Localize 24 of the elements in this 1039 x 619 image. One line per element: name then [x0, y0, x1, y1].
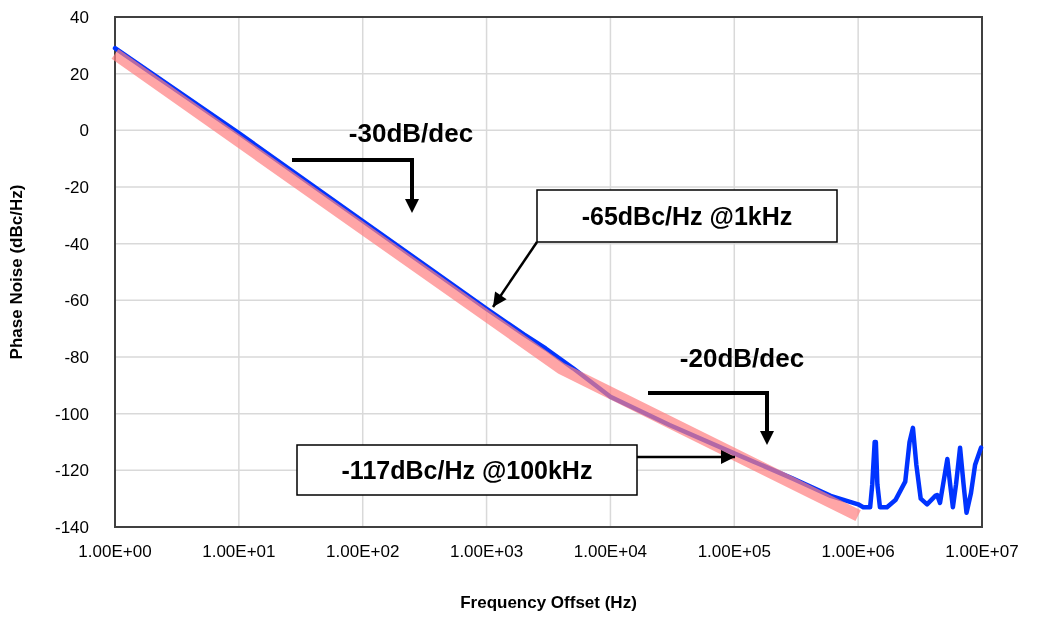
x-tick-label: 1.00E+01: [202, 542, 276, 561]
y-tick-label: -40: [64, 234, 89, 254]
annotation: -117dBc/Hz @100kHz: [341, 456, 593, 484]
y-tick-label: 0: [79, 121, 89, 141]
x-tick-label: 1.00E+07: [945, 542, 1019, 561]
annotation: -20dB/dec: [679, 343, 805, 373]
y-tick-label: -60: [64, 291, 89, 311]
x-tick-label: 1.00E+00: [78, 542, 152, 561]
x-tick-label: 1.00E+02: [326, 542, 400, 561]
x-axis-title: Frequency Offset (Hz): [460, 593, 637, 612]
y-tick-label: -100: [54, 404, 89, 424]
y-tick-label: -120: [54, 461, 89, 481]
x-tick-label: 1.00E+04: [573, 542, 648, 561]
y-axis-title: Phase Noise (dBc/Hz): [7, 184, 26, 360]
annotation: -30dB/dec: [348, 118, 474, 148]
y-tick-label: 20: [70, 64, 89, 84]
x-tick-label: 1.00E+05: [697, 542, 771, 561]
x-tick-label: 1.00E+06: [821, 542, 895, 561]
y-tick-label: -80: [64, 348, 89, 367]
annotation: -65dBc/Hz @1kHz: [581, 202, 793, 230]
y-tick-label: -140: [54, 518, 89, 537]
y-tick-label: -20: [64, 178, 89, 197]
x-tick-label: 1.00E+03: [449, 542, 524, 561]
y-tick-label: 40: [70, 8, 89, 27]
